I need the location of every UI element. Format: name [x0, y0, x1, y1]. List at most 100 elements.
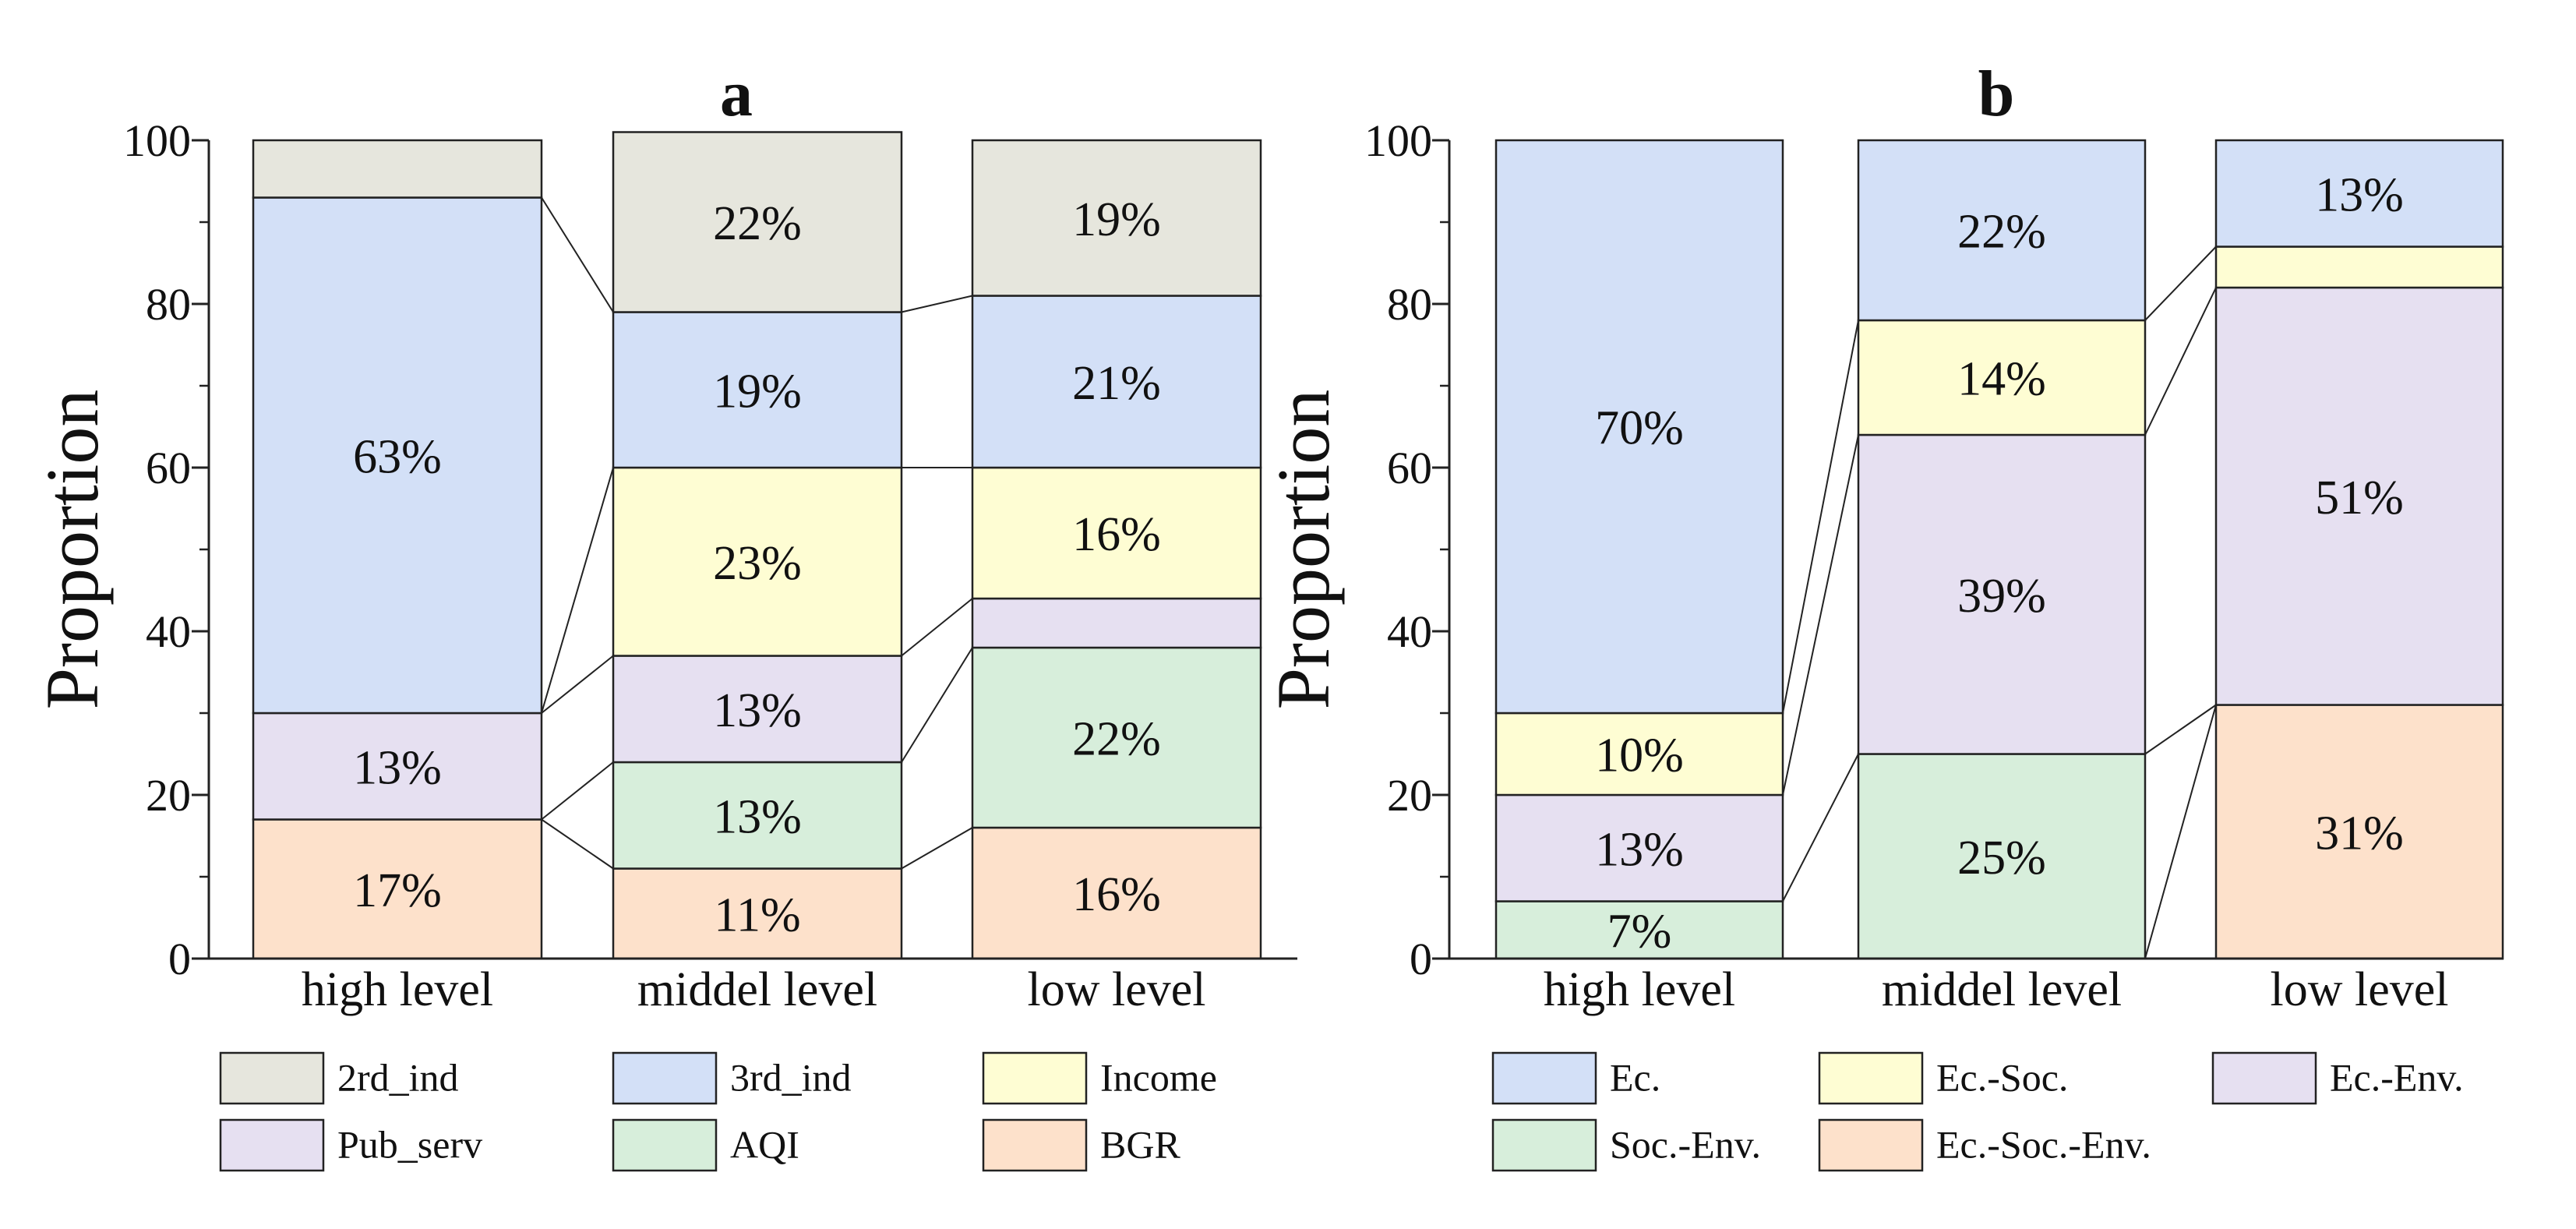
data-label: 22%: [1957, 206, 2046, 259]
bar-ec--2: [2214, 139, 2504, 248]
y-tick-label: 40: [146, 606, 191, 657]
y-tick-label: 40: [1387, 606, 1432, 657]
legend-label: Soc.-Env.: [1610, 1123, 1761, 1167]
legend-swatch: [2211, 1051, 2317, 1105]
bar-income-2: [971, 466, 1262, 600]
bar-ec--0: [1494, 139, 1784, 715]
x-category-label: middel level: [637, 963, 877, 1016]
data-label: 63%: [353, 430, 442, 483]
data-label: 21%: [1072, 357, 1161, 410]
panel-b: b 31% 7% 25% 13% 39% 51% 10% 14% 70% 22% 13% 0 20 40 60…: [1262, 58, 2504, 1172]
panel-a: a 17% 11% 16% 13% 22% 13% 13% 23% 16% 63% 19% 21% 22%…: [30, 58, 1297, 1172]
connector-line: [901, 295, 973, 313]
legend-swatch: [612, 1118, 718, 1172]
bar-ec-env--2: [2214, 286, 2504, 706]
legend-swatch: [982, 1051, 1088, 1105]
bar-bgr-1: [612, 867, 903, 960]
bar-3rd-ind-1: [612, 311, 903, 469]
data-label: 13%: [2315, 168, 2404, 221]
connector-line: [901, 647, 973, 763]
bar-aqi-1: [612, 761, 903, 870]
data-label: 10%: [1595, 729, 1684, 782]
bar-ec-env--1: [1857, 433, 2147, 755]
bar-ec-soc-env--2: [2214, 704, 2504, 960]
legend-label: AQI: [730, 1123, 799, 1167]
bar-income-1: [612, 466, 903, 657]
y-tick-label: 60: [146, 443, 191, 493]
bar-ec--1: [1857, 139, 2147, 322]
x-category-label: low level: [2271, 963, 2449, 1016]
connector-line: [541, 818, 614, 870]
legend-swatch: [612, 1051, 718, 1105]
data-label: 14%: [1957, 353, 2046, 406]
y-tick-label: 80: [1387, 279, 1432, 330]
connector-line: [541, 196, 614, 313]
data-label: 19%: [1072, 193, 1161, 246]
bar-ec-env--0: [1494, 793, 1784, 902]
legend-swatch: [1491, 1051, 1597, 1105]
y-tick-label: 20: [1387, 770, 1432, 821]
connector-line: [541, 655, 614, 714]
legend-swatch: [1818, 1118, 1924, 1172]
legend-label: Ec.-Env.: [2330, 1056, 2464, 1100]
connector-line: [901, 827, 973, 870]
legend-swatch: [1818, 1051, 1924, 1105]
legend-swatch: [219, 1051, 325, 1105]
bar-3rd-ind-2: [971, 295, 1262, 469]
data-label: 25%: [1957, 832, 2046, 885]
data-label: 31%: [2315, 807, 2404, 860]
y-tick-label: 60: [1387, 443, 1432, 493]
legend-swatch: [219, 1118, 325, 1172]
connector-line: [901, 598, 973, 657]
panel-title: a: [720, 58, 753, 130]
legend-label: Income: [1100, 1056, 1217, 1100]
data-label: 16%: [1072, 868, 1161, 921]
data-label: 51%: [2315, 471, 2404, 524]
bar-bgr-0: [252, 818, 543, 960]
data-label: 39%: [1957, 570, 2046, 623]
data-label: 13%: [353, 741, 442, 794]
connector-line: [2144, 287, 2217, 436]
legend-swatch: [982, 1118, 1088, 1172]
data-label: 13%: [713, 790, 802, 843]
bar-ec-soc--2: [2214, 245, 2504, 289]
bar-pub-serv-1: [612, 655, 903, 764]
legend-label: Ec.-Soc.: [1936, 1056, 2068, 1100]
data-label: 22%: [1072, 713, 1161, 766]
y-axis-label: Proportion: [1262, 390, 1345, 710]
data-label: 16%: [1072, 508, 1161, 561]
data-label: 19%: [713, 365, 802, 418]
x-category-label: low level: [1028, 963, 1206, 1016]
bar-2rd-ind-1: [612, 131, 903, 313]
bar-2rd-ind-0: [252, 139, 543, 199]
legend-label: Ec.: [1610, 1056, 1660, 1100]
connector-line: [541, 467, 614, 714]
x-category-label: high level: [1544, 963, 1735, 1016]
y-tick-label: 20: [146, 770, 191, 821]
data-label: 23%: [713, 537, 802, 590]
y-tick-label: 0: [168, 934, 191, 984]
data-label: 11%: [714, 888, 800, 941]
data-label: 17%: [353, 864, 442, 917]
bar-2rd-ind-2: [971, 139, 1262, 297]
connector-line: [2144, 704, 2217, 755]
bar-pub-serv-2: [971, 597, 1262, 649]
bar-soc-env--0: [1494, 900, 1784, 960]
panel-title: b: [1978, 58, 2015, 130]
connector-line: [1782, 754, 1859, 902]
data-label: 7%: [1607, 905, 1672, 958]
y-tick-label: 0: [1410, 934, 1432, 984]
connector-line: [541, 761, 614, 821]
legend-label: Pub_serv: [337, 1123, 482, 1167]
connector-line: [2144, 245, 2217, 321]
y-tick-label: 100: [1364, 115, 1432, 166]
legend-label: BGR: [1100, 1123, 1180, 1167]
bar-pub-serv-0: [252, 712, 543, 821]
y-tick-label: 80: [146, 279, 191, 330]
legend-label: 2rd_ind: [337, 1056, 459, 1100]
bar-3rd-ind-0: [252, 196, 543, 715]
data-label: 70%: [1595, 402, 1684, 455]
connector-line: [1782, 434, 1859, 796]
x-category-label: high level: [302, 963, 493, 1016]
